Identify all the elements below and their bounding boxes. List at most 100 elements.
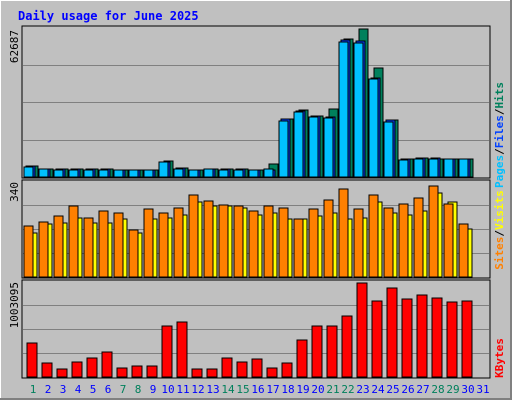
legend-visits: Visits bbox=[493, 190, 506, 230]
bar-kbytes-day-7 bbox=[116, 367, 128, 378]
bar-kbytes-day-23 bbox=[356, 282, 368, 378]
bar-sites-day-14 bbox=[218, 204, 229, 278]
bar-sites-day-30 bbox=[458, 223, 469, 278]
day-label-6: 6 bbox=[105, 383, 112, 396]
day-label-7: 7 bbox=[120, 383, 127, 396]
bar-pages-day-25 bbox=[383, 121, 394, 178]
day-label-24: 24 bbox=[371, 383, 385, 396]
day-label-10: 10 bbox=[161, 383, 174, 396]
bar-sites-day-21 bbox=[323, 199, 334, 278]
day-label-9: 9 bbox=[150, 383, 157, 396]
bar-pages-day-5 bbox=[83, 169, 94, 178]
bar-sites-day-12 bbox=[188, 194, 199, 278]
day-label-8: 8 bbox=[135, 383, 142, 396]
bar-kbytes-day-26 bbox=[401, 298, 413, 378]
bars-layer bbox=[23, 28, 474, 378]
bar-sites-day-17 bbox=[263, 205, 274, 278]
bar-sites-day-6 bbox=[98, 210, 109, 278]
bar-sites-day-27 bbox=[413, 197, 424, 278]
bar-kbytes-day-11 bbox=[176, 321, 188, 378]
bar-kbytes-day-28 bbox=[431, 297, 443, 378]
bar-pages-day-9 bbox=[143, 169, 154, 178]
day-label-20: 20 bbox=[311, 383, 324, 396]
bar-pages-day-4 bbox=[68, 169, 79, 178]
bar-kbytes-day-25 bbox=[386, 287, 398, 378]
bar-pages-day-12 bbox=[188, 169, 199, 178]
bar-pages-day-8 bbox=[128, 169, 139, 178]
bar-kbytes-day-5 bbox=[86, 357, 98, 378]
bar-sites-day-3 bbox=[53, 215, 64, 278]
day-label-27: 27 bbox=[416, 383, 429, 396]
day-label-16: 16 bbox=[251, 383, 264, 396]
bar-pages-day-2 bbox=[38, 168, 49, 178]
day-label-13: 13 bbox=[206, 383, 219, 396]
bar-pages-day-28 bbox=[428, 158, 439, 178]
bar-kbytes-day-16 bbox=[251, 358, 263, 378]
bar-kbytes-day-12 bbox=[191, 368, 203, 378]
bar-pages-day-6 bbox=[98, 169, 109, 178]
day-label-18: 18 bbox=[281, 383, 294, 396]
chart-title: Daily usage for June 2025 bbox=[18, 9, 199, 23]
bar-kbytes-day-1 bbox=[26, 342, 38, 378]
bar-sites-day-22 bbox=[338, 188, 349, 278]
bar-kbytes-day-13 bbox=[206, 368, 218, 378]
day-label-11: 11 bbox=[176, 383, 189, 396]
bar-sites-day-9 bbox=[143, 208, 154, 278]
bar-kbytes-day-10 bbox=[161, 325, 173, 378]
bar-kbytes-day-27 bbox=[416, 294, 428, 378]
bar-sites-day-25 bbox=[383, 207, 394, 278]
bar-kbytes-day-4 bbox=[71, 361, 83, 378]
legend-pages: Pages bbox=[493, 155, 506, 188]
bar-kbytes-day-19 bbox=[296, 339, 308, 378]
bar-kbytes-day-24 bbox=[371, 300, 383, 378]
day-label-31: 31 bbox=[476, 383, 489, 396]
visitors-legend: Sites/Visits bbox=[493, 190, 506, 270]
bar-pages-day-21 bbox=[323, 117, 334, 178]
bar-kbytes-day-8 bbox=[131, 365, 143, 378]
bar-sites-day-1 bbox=[23, 225, 34, 278]
bar-kbytes-day-29 bbox=[446, 301, 458, 378]
bar-kbytes-day-6 bbox=[101, 351, 113, 378]
bar-kbytes-day-20 bbox=[311, 325, 323, 378]
legend-sep: / bbox=[493, 230, 506, 237]
bar-pages-day-10 bbox=[158, 161, 169, 178]
bar-sites-day-5 bbox=[83, 217, 94, 278]
day-label-26: 26 bbox=[401, 383, 414, 396]
day-label-1: 1 bbox=[30, 383, 37, 396]
x-axis-day-labels: 1 2 3 4 5 6 7 8 9 10 11 12 13 14 15 16 17 18 19 20 21 22 23 24 2… bbox=[30, 383, 490, 396]
day-label-28: 28 bbox=[431, 383, 444, 396]
bar-sites-day-16 bbox=[248, 210, 259, 278]
day-label-29: 29 bbox=[446, 383, 459, 396]
bar-sites-day-23 bbox=[353, 208, 364, 278]
bar-pages-day-24 bbox=[368, 78, 379, 178]
requests-legend: Pages/Files/Hits bbox=[493, 82, 506, 188]
bar-sites-day-7 bbox=[113, 212, 124, 278]
bar-pages-day-15 bbox=[233, 169, 244, 178]
day-label-30: 30 bbox=[461, 383, 474, 396]
bar-kbytes-day-22 bbox=[341, 315, 353, 378]
day-label-17: 17 bbox=[266, 383, 279, 396]
legend-sites: Sites bbox=[493, 237, 506, 270]
bar-kbytes-day-17 bbox=[266, 367, 278, 378]
bar-pages-day-14 bbox=[218, 169, 229, 178]
day-label-12: 12 bbox=[191, 383, 204, 396]
legend-files: Files bbox=[493, 115, 506, 148]
bar-pages-day-7 bbox=[113, 169, 124, 178]
day-label-19: 19 bbox=[296, 383, 309, 396]
bar-kbytes-day-30 bbox=[461, 300, 473, 378]
bar-sites-day-20 bbox=[308, 208, 319, 278]
bar-kbytes-day-14 bbox=[221, 357, 233, 378]
day-label-14: 14 bbox=[221, 383, 235, 396]
bar-sites-day-2 bbox=[38, 221, 49, 278]
requests-ymax-label: 62687 bbox=[8, 30, 21, 63]
legend-sep: / bbox=[493, 108, 506, 115]
bar-sites-day-8 bbox=[128, 229, 139, 278]
day-label-15: 15 bbox=[236, 383, 249, 396]
bar-pages-day-26 bbox=[398, 159, 409, 178]
bar-sites-day-28 bbox=[428, 185, 439, 278]
bar-pages-day-27 bbox=[413, 158, 424, 178]
bar-kbytes-day-15 bbox=[236, 361, 248, 378]
bar-pages-day-13 bbox=[203, 168, 214, 178]
